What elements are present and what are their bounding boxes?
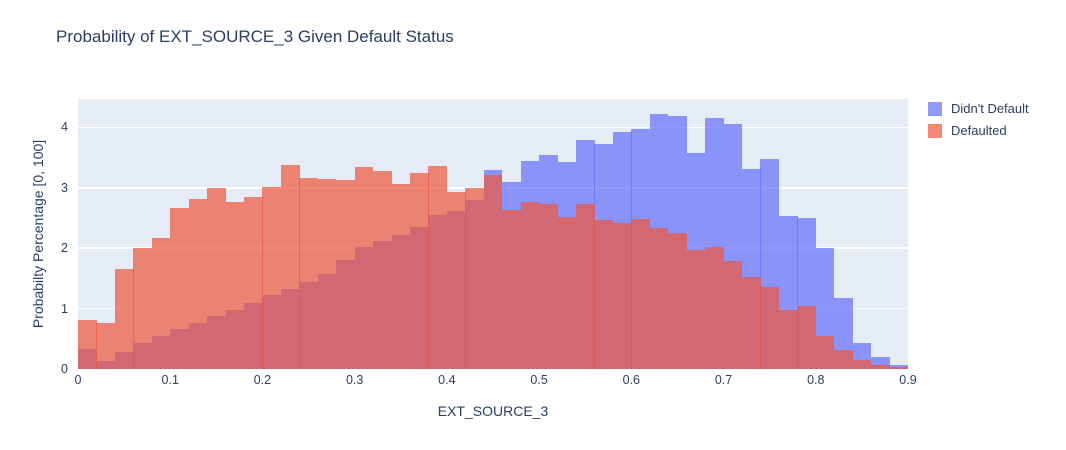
y-tick-label: 3 — [61, 180, 68, 195]
histogram-bar — [649, 228, 669, 369]
histogram-bar — [483, 174, 503, 369]
x-axis-title: EXT_SOURCE_3 — [437, 403, 549, 419]
y-tick-label: 2 — [61, 241, 68, 256]
histogram-bar — [520, 202, 540, 369]
histogram-bar — [612, 223, 632, 369]
x-tick-label: 0 — [74, 373, 82, 387]
histogram-bar — [465, 188, 485, 369]
histogram-bar — [336, 179, 355, 369]
histogram-bar — [354, 166, 374, 369]
x-tick-label: 0.5 — [530, 373, 548, 387]
histogram-bar — [317, 179, 337, 369]
histogram-bar — [225, 202, 245, 369]
x-tick-label: 0.1 — [161, 373, 179, 387]
series-defaulted — [78, 99, 908, 369]
histogram-bar — [244, 196, 263, 369]
histogram-bar — [852, 359, 872, 369]
legend-item-defaulted[interactable]: Defaulted — [928, 123, 1029, 138]
legend-label-didnt-default: Didn't Default — [951, 101, 1029, 116]
legend-swatch-defaulted — [928, 123, 942, 138]
histogram-bar — [410, 172, 429, 369]
histogram-bar — [262, 187, 282, 369]
histogram-bar — [594, 219, 614, 369]
histogram-bar — [133, 248, 153, 369]
histogram-bar — [705, 247, 724, 369]
histogram-bar — [207, 187, 226, 369]
histogram-bar — [280, 164, 300, 369]
x-tick-label: 0.8 — [807, 373, 825, 387]
histogram-bar — [170, 208, 189, 369]
histogram-bar — [391, 183, 411, 369]
histogram-bar — [778, 309, 798, 369]
chart-title: Probability of EXT_SOURCE_3 Given Defaul… — [56, 27, 454, 46]
histogram-bar — [834, 349, 853, 369]
plot-area — [78, 99, 908, 369]
x-tick-label: 0.7 — [714, 373, 733, 387]
x-tick-label: 0.6 — [622, 373, 641, 387]
histogram-bar — [760, 287, 780, 369]
histogram-bar — [114, 269, 134, 369]
histogram-bar — [797, 305, 817, 369]
x-axis-tick-labels: 0 0.1 0.2 0.3 0.4 0.5 0.6 0.7 0.8 0.9 — [75, 371, 917, 391]
gridline — [78, 126, 908, 129]
legend-swatch-didnt-default — [928, 101, 942, 116]
histogram-bar — [539, 204, 558, 369]
y-tick-label: 4 — [61, 120, 68, 135]
histogram-bar — [723, 261, 743, 369]
histogram-bar — [815, 335, 835, 369]
histogram-bar — [446, 192, 466, 369]
histogram-bar — [889, 367, 908, 369]
histogram-bar — [557, 217, 577, 369]
x-tick-label: 0.2 — [253, 373, 272, 387]
histogram-bar — [299, 177, 319, 369]
y-axis-tick-labels: 0 1 2 3 4 — [0, 99, 68, 376]
histogram-bar — [686, 250, 706, 369]
y-axis-title: Probabilty Percentage [0, 100] — [30, 139, 46, 329]
histogram-bar — [373, 170, 392, 369]
histogram-bar — [871, 364, 890, 369]
histogram-bar — [742, 276, 761, 369]
histogram-bar — [576, 204, 595, 369]
x-tick-label: 0.4 — [438, 373, 456, 387]
histogram-bar — [96, 322, 116, 369]
histogram-bar — [151, 237, 171, 369]
histogram-bar — [668, 233, 687, 369]
histogram-bar — [631, 219, 651, 369]
histogram-bar — [428, 166, 448, 369]
legend: Didn't Default Defaulted — [928, 101, 1029, 145]
y-tick-label: 0 — [61, 362, 68, 376]
histogram-bar — [889, 364, 908, 369]
histogram-bar — [502, 210, 521, 369]
legend-label-defaulted: Defaulted — [951, 123, 1007, 138]
y-tick-label: 1 — [61, 301, 68, 316]
legend-item-didnt-default[interactable]: Didn't Default — [928, 101, 1029, 116]
x-tick-label: 0.3 — [345, 373, 364, 387]
x-tick-label: 0.9 — [899, 373, 917, 387]
histogram-bar — [188, 199, 208, 369]
histogram-bar — [78, 320, 97, 369]
